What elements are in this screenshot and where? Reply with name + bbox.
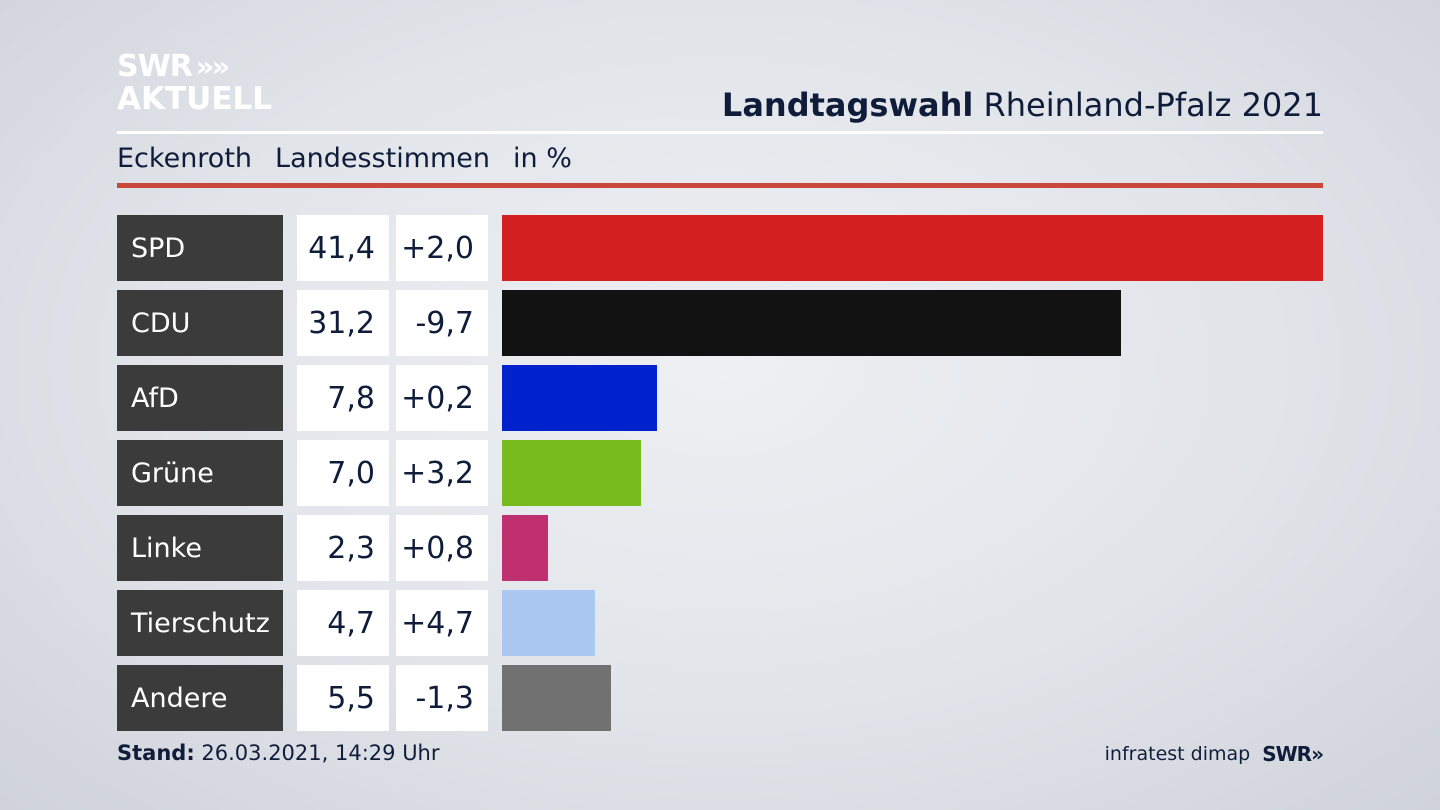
party-label: CDU xyxy=(117,290,283,356)
vote-share-label: 4,7 xyxy=(297,590,389,656)
party-label: AfD xyxy=(117,365,283,431)
chart-row: Linke 2,3 +0,8 xyxy=(117,515,1323,581)
chart-row: Grüne 7,0 +3,2 xyxy=(117,440,1323,506)
header-divider xyxy=(117,131,1323,134)
logo-line2: AKTUELL xyxy=(117,81,273,117)
vote-share-label: 7,0 xyxy=(297,440,389,506)
logo-chevron-icon: » xyxy=(195,50,214,83)
title-bold: Landtagswahl xyxy=(721,86,974,124)
page-title: Landtagswahl Rheinland-Pfalz 2021 xyxy=(722,86,1323,124)
logo-line1: SWR xyxy=(117,49,193,84)
logo-chevron-icon-2: » xyxy=(211,50,230,83)
bar-cdu xyxy=(502,290,1121,356)
vote-share-label: 5,5 xyxy=(297,665,389,731)
bar-grüne xyxy=(502,440,641,506)
party-label: Andere xyxy=(117,665,283,731)
subheader-unit: in % xyxy=(513,143,572,174)
bar-tierschutz xyxy=(502,590,595,656)
chart-row: AfD 7,8 +0,2 xyxy=(117,365,1323,431)
stand-value: 26.03.2021, 14:29 Uhr xyxy=(201,741,440,765)
change-label: +3,2 xyxy=(396,440,488,506)
subheader-measure: Landesstimmen xyxy=(275,143,491,174)
vote-share-label: 31,2 xyxy=(297,290,389,356)
accent-divider xyxy=(117,183,1323,188)
swr-aktuell-logo: SWR»» AKTUELL xyxy=(117,52,272,115)
stand-label: Stand: xyxy=(117,741,195,765)
party-label: Linke xyxy=(117,515,283,581)
change-label: -1,3 xyxy=(396,665,488,731)
chart-row: Andere 5,5 -1,3 xyxy=(117,665,1323,731)
party-label: SPD xyxy=(117,215,283,281)
bar-andere xyxy=(502,665,611,731)
title-rest: Rheinland-Pfalz 2021 xyxy=(983,86,1323,124)
source-credit: infratest dimap SWR» xyxy=(1104,742,1324,766)
vote-share-label: 2,3 xyxy=(297,515,389,581)
vote-share-label: 7,8 xyxy=(297,365,389,431)
party-label: Grüne xyxy=(117,440,283,506)
change-label: +0,8 xyxy=(396,515,488,581)
timestamp: Stand: 26.03.2021, 14:29 Uhr xyxy=(117,741,440,765)
change-label: +4,7 xyxy=(396,590,488,656)
source-brand: SWR» xyxy=(1262,742,1324,766)
subheader: Eckenroth Landesstimmen in % xyxy=(117,143,595,174)
bar-afd xyxy=(502,365,657,431)
party-label: Tierschutz xyxy=(117,590,283,656)
chart-row: CDU 31,2 -9,7 xyxy=(117,290,1323,356)
vote-share-label: 41,4 xyxy=(297,215,389,281)
bar-spd xyxy=(502,215,1323,281)
chart-row: Tierschutz 4,7 +4,7 xyxy=(117,590,1323,656)
subheader-place: Eckenroth xyxy=(117,143,253,174)
chart-row: SPD 41,4 +2,0 xyxy=(117,215,1323,281)
change-label: +0,2 xyxy=(396,365,488,431)
bar-linke xyxy=(502,515,548,581)
source-label: infratest dimap xyxy=(1104,743,1251,765)
change-label: +2,0 xyxy=(396,215,488,281)
change-label: -9,7 xyxy=(396,290,488,356)
